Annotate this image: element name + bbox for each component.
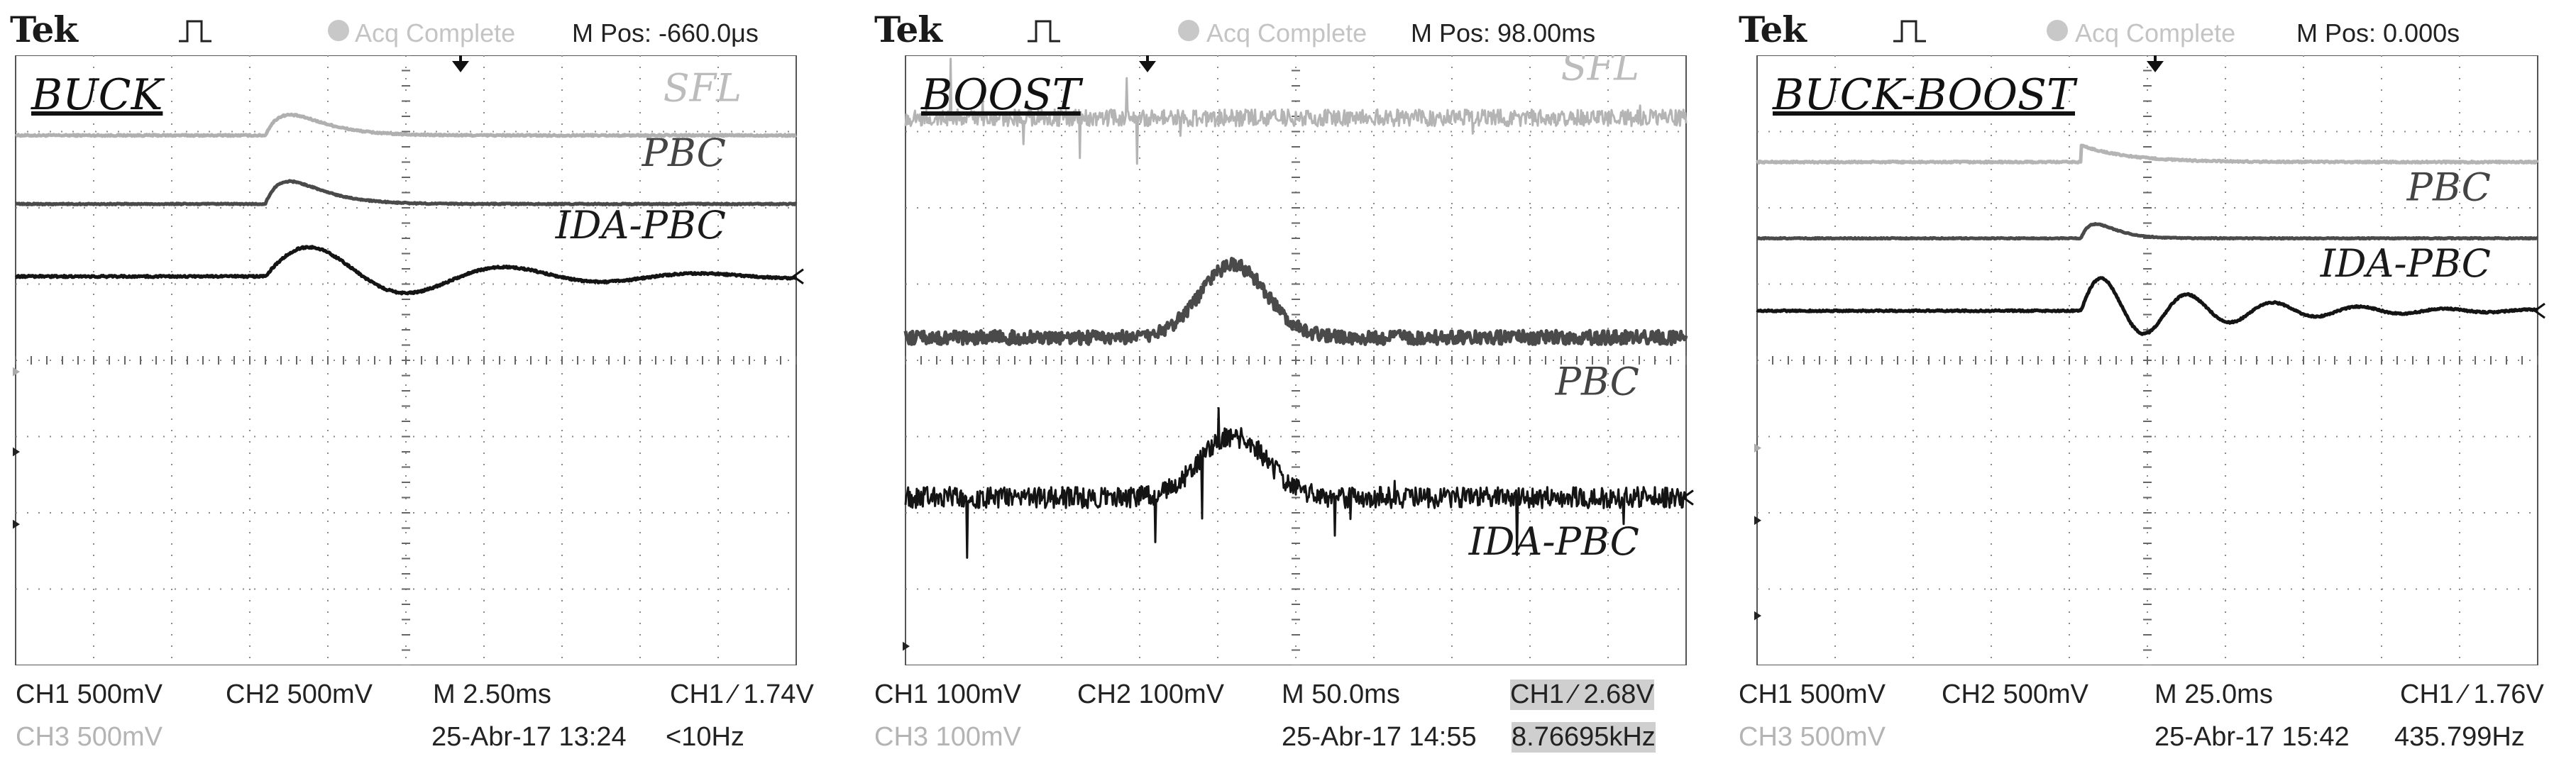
trigger-level-marker <box>1681 489 1694 506</box>
trigger-level: CH1 ∕ 1.76V <box>2400 680 2544 709</box>
datetime: 25-Abr-17 13:24 <box>431 722 627 752</box>
trace-pbc <box>903 257 1688 346</box>
datetime: 25-Abr-17 15:42 <box>2154 722 2350 752</box>
channel-ref-arrow <box>13 447 20 457</box>
trace-pbc <box>14 179 798 206</box>
trigger-position-marker <box>2147 61 2164 72</box>
channel-ref-arrow <box>13 367 20 377</box>
trigger-position-marker <box>1139 61 1156 72</box>
ch1-scale: CH1 100mV <box>874 680 1021 709</box>
trace-sfl <box>14 112 798 138</box>
scope-panel-buck-boost: Tek Acq Complete M Pos: 0.000s PBC IDA-PB… <box>1729 0 2573 771</box>
channel-ref-arrow <box>13 519 20 529</box>
trace-label-pbc: PBC <box>2406 165 2491 209</box>
pulse-icon <box>179 20 211 43</box>
brand-logo: Tek <box>10 9 78 50</box>
acq-status: Acq Complete <box>355 18 516 48</box>
trace-ida-pbc <box>14 245 798 296</box>
trace-ida-pbc <box>1756 276 2539 336</box>
panel-title: BUCK-BOOST <box>1772 70 2078 120</box>
ch2-scale: CH2 500mV <box>226 680 373 709</box>
trigger-level-marker <box>2533 302 2545 319</box>
graticule <box>15 55 797 665</box>
acq-status-icon <box>2047 20 2068 41</box>
trigger-frequency: 435.799Hz <box>2394 722 2525 752</box>
channel-ref-arrow <box>1754 516 1761 526</box>
ch2-scale: CH2 500mV <box>1942 680 2088 709</box>
panel-title: BOOST <box>920 70 1084 120</box>
ch3-scale: CH3 100mV <box>874 722 1021 752</box>
acq-status: Acq Complete <box>2075 18 2236 48</box>
trigger-frequency: 8.76695kHz <box>1512 722 1656 753</box>
pulse-icon <box>1893 20 1926 43</box>
ch1-scale: CH1 500mV <box>16 680 163 709</box>
pulse-icon <box>1028 20 1060 43</box>
trace-label-ida: IDA-PBC <box>555 203 726 248</box>
trigger-position-marker <box>452 61 469 72</box>
scope-panel-boost: Tek Acq Complete M Pos: 98.00ms SFL PBC ID… <box>864 0 1702 771</box>
horizontal-position: M Pos: -660.0μs <box>572 18 759 48</box>
trace-label-ida: IDA-PBC <box>1468 519 1639 564</box>
trace-label-ida: IDA-PBC <box>2320 241 2491 286</box>
trace-sfl <box>904 57 1688 165</box>
graticule <box>1756 55 2538 665</box>
timebase: M 25.0ms <box>2154 680 2273 709</box>
scope-header: Tek Acq Complete M Pos: -660.0μs <box>0 6 837 55</box>
horizontal-position: M Pos: 98.00ms <box>1411 18 1596 48</box>
trace-ida-pbc <box>904 407 1688 559</box>
trigger-frequency: <10Hz <box>666 722 744 752</box>
trigger-level-marker <box>791 268 804 284</box>
graticule <box>905 55 1687 665</box>
panel-title: BUCK <box>31 70 165 120</box>
datetime: 25-Abr-17 14:55 <box>1282 722 1477 752</box>
channel-ref-arrow <box>903 641 910 651</box>
ch3-scale: CH3 500mV <box>16 722 163 752</box>
trace-label-sfl: SFL <box>1561 55 1639 89</box>
trace-label-pbc: PBC <box>642 131 726 175</box>
acq-status-icon <box>328 20 349 41</box>
ch2-scale: CH2 100mV <box>1077 680 1224 709</box>
acq-status-icon <box>1178 20 1199 41</box>
scope-panel-buck: Tek Acq Complete M Pos: -660.0μs SFL PBC I… <box>0 0 837 771</box>
brand-logo: Tek <box>874 9 942 50</box>
trace-pbc <box>1756 222 2539 241</box>
ch1-scale: CH1 500mV <box>1739 680 1886 709</box>
timebase: M 50.0ms <box>1282 680 1400 709</box>
channel-ref-arrow <box>1754 443 1761 453</box>
trace-label-pbc: PBC <box>1555 359 1639 404</box>
trigger-level: CH1 ∕ 1.74V <box>670 680 814 709</box>
scope-header: Tek Acq Complete M Pos: 98.00ms <box>864 6 1702 55</box>
trace-sfl <box>1755 143 2539 165</box>
acq-status: Acq Complete <box>1206 18 1367 48</box>
horizontal-position: M Pos: 0.000s <box>2296 18 2460 48</box>
timebase: M 2.50ms <box>433 680 551 709</box>
scope-header: Tek Acq Complete M Pos: 0.000s <box>1729 6 2573 55</box>
trigger-level: CH1 ∕ 2.68V <box>1510 680 1654 710</box>
brand-logo: Tek <box>1739 9 1807 50</box>
trace-label-sfl: SFL <box>664 66 742 111</box>
channel-ref-arrow <box>1754 611 1761 621</box>
ch3-scale: CH3 500mV <box>1739 722 1886 752</box>
